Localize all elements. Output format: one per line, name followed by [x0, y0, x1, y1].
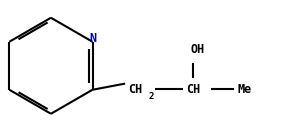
- Text: N: N: [90, 32, 97, 45]
- Text: 2: 2: [149, 92, 154, 101]
- Text: CH: CH: [128, 83, 142, 95]
- Text: CH: CH: [186, 83, 200, 95]
- Text: Me: Me: [237, 83, 251, 95]
- Text: OH: OH: [191, 43, 205, 56]
